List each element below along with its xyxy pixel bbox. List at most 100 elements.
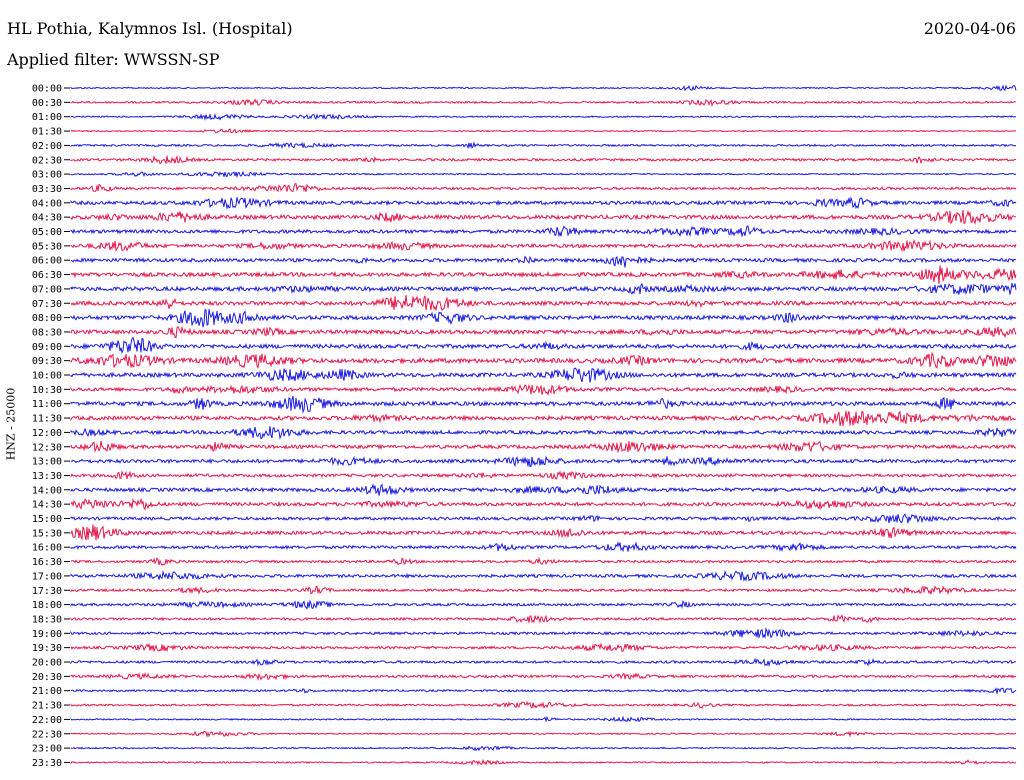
time-tick-label: 08:30: [32, 327, 62, 338]
trace-row: [70, 470, 1017, 480]
trace-row: [70, 383, 1017, 396]
trace-row: [70, 170, 1017, 179]
time-tick-label: 21:00: [32, 686, 62, 697]
time-tick-label: 13:30: [32, 471, 62, 482]
time-tick-label: 10:00: [32, 371, 62, 382]
time-tick-label: 17:30: [32, 586, 62, 597]
time-tick-label: 06:00: [32, 256, 62, 267]
trace-row: [70, 225, 1017, 238]
time-tick-label: 18:00: [32, 600, 62, 611]
time-tick-label: 00:00: [32, 84, 62, 95]
time-tick-label: 16:30: [32, 557, 62, 568]
time-tick-label: 16:00: [32, 543, 62, 554]
filter-label: Applied filter: WWSSN-SP: [7, 50, 220, 69]
time-tick-label: 19:30: [32, 643, 62, 654]
trace-row: [70, 265, 1017, 285]
time-tick-label: 07:30: [32, 299, 62, 310]
trace-row: [70, 351, 1017, 369]
trace-row: [70, 671, 1017, 682]
trace-row: [70, 524, 1017, 541]
time-tick-label: 19:00: [32, 629, 62, 640]
trace-row: [70, 758, 1017, 766]
trace-row: [70, 730, 1017, 738]
time-tick-label: 23:30: [32, 758, 62, 769]
time-tick-label: 13:00: [32, 457, 62, 468]
trace-row: [70, 513, 1017, 524]
time-tick-label: 11:30: [32, 414, 62, 425]
time-tick-label: 15:00: [32, 514, 62, 525]
trace-row: [70, 325, 1017, 339]
time-tick-label: 14:30: [32, 500, 62, 511]
time-tick-label: 00:30: [32, 98, 62, 109]
time-tick-label: 03:30: [32, 184, 62, 195]
time-tick-label: 01:00: [32, 112, 62, 123]
trace-row: [70, 657, 1016, 668]
trace-row: [70, 295, 1017, 312]
time-tick-label: 09:00: [32, 342, 62, 353]
trace-row: [70, 367, 1017, 383]
time-tick-label: 22:30: [32, 729, 62, 740]
time-tick-label: 15:30: [32, 528, 62, 539]
time-tick-label: 02:30: [32, 155, 62, 166]
trace-row: [70, 627, 1017, 640]
trace-row: [70, 455, 1017, 468]
trace-row: [70, 440, 1017, 454]
time-tick-label: 21:30: [32, 701, 62, 712]
time-tick-label: 05:30: [32, 241, 62, 252]
trace-row: [70, 410, 1017, 427]
time-tick-label: 03:00: [32, 170, 62, 181]
time-tick-label: 12:00: [32, 428, 62, 439]
time-tick-label: 10:30: [32, 385, 62, 396]
trace-row: [70, 113, 1017, 121]
trace-row: [70, 497, 1017, 511]
trace-row: [70, 154, 1017, 165]
time-tick-label: 07:00: [32, 284, 62, 295]
trace-row: [70, 745, 1017, 752]
trace-row: [70, 255, 1017, 268]
trace-row: [70, 614, 1017, 624]
trace-row: [70, 238, 1017, 252]
trace-row: [70, 209, 1017, 225]
trace-row: [70, 141, 1017, 150]
trace-row: [70, 183, 1017, 193]
time-tick-label: 22:00: [32, 715, 62, 726]
time-tick-label: 04:00: [32, 198, 62, 209]
trace-row: [70, 599, 1017, 610]
time-tick-label: 11:00: [32, 399, 62, 410]
trace-row: [70, 700, 1016, 709]
trace-row: [70, 687, 1017, 694]
trace-row: [70, 715, 1017, 723]
trace-row: [70, 483, 1017, 496]
trace-row: [70, 585, 1017, 596]
trace-row: [70, 426, 1017, 440]
time-tick-label: 23:00: [32, 744, 62, 755]
time-tick-label: 01:30: [32, 127, 62, 138]
trace-row: [70, 570, 1017, 582]
trace-row: [70, 541, 1017, 553]
time-tick-label: 06:30: [32, 270, 62, 281]
trace-row: [70, 196, 1017, 210]
time-tick-label: 05:00: [32, 227, 62, 238]
time-tick-label: 09:30: [32, 356, 62, 367]
time-tick-label: 17:00: [32, 571, 62, 582]
trace-row: [70, 282, 1017, 295]
trace-row: [70, 128, 1017, 134]
time-tick-label: 08:00: [32, 313, 62, 324]
trace-row: [70, 395, 1017, 414]
time-tick-label: 12:30: [32, 442, 62, 453]
time-tick-label: 02:00: [32, 141, 62, 152]
trace-row: [70, 309, 1017, 328]
time-tick-label: 18:30: [32, 614, 62, 625]
trace-row: [70, 336, 1017, 355]
time-tick-label: 04:30: [32, 213, 62, 224]
time-tick-label: 14:00: [32, 485, 62, 496]
station-title: HL Pothia, Kalymnos Isl. (Hospital): [7, 19, 293, 38]
trace-row: [70, 556, 1017, 566]
trace-row: [70, 98, 1017, 107]
trace-row: [70, 642, 1017, 653]
date-label: 2020-04-06: [923, 19, 1016, 38]
trace-row: [70, 84, 1017, 92]
time-tick-label: 20:00: [32, 658, 62, 669]
time-tick-label: 20:30: [32, 672, 62, 683]
